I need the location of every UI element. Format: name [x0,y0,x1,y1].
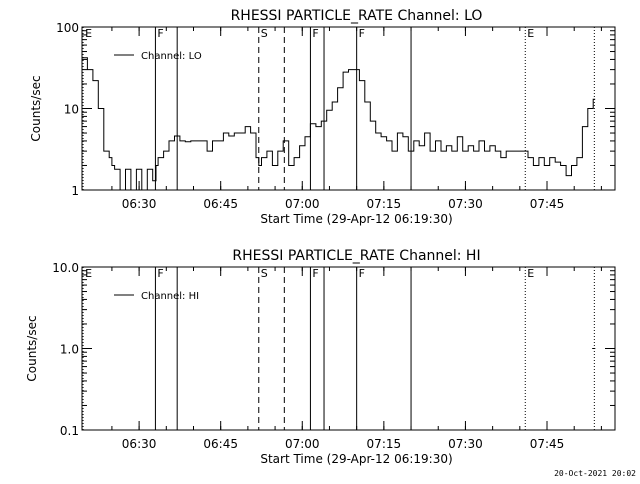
lo-x-tick-label: 07:30 [448,197,483,211]
lo-event-marker-label: S [261,27,268,40]
hi-legend-label: Channel: HI [141,291,199,302]
hi-x-tick-label: 07:30 [448,437,483,451]
lo-y-tick-label: 100 [56,21,79,35]
lo-event-marker-label: E [85,27,92,40]
hi-event-marker-label: S [261,267,268,280]
hi-x-axis-label: Start Time (29-Apr-12 06:19:30) [260,452,452,466]
lo-x-tick-label: 07:15 [367,197,402,211]
hi-x-tick-label: 06:45 [203,437,238,451]
lo-chart-title: RHESSI PARTICLE_RATE Channel: LO [231,8,483,24]
hi-event-marker-label: F [359,267,365,280]
lo-series-line [82,57,596,191]
hi-event-marker-label: E [527,267,534,280]
lo-x-axis-label: Start Time (29-Apr-12 06:19:30) [260,212,452,226]
lo-event-marker-label: F [157,27,163,40]
lo-x-tick-label: 06:45 [203,197,238,211]
hi-event-marker-label: F [157,267,163,280]
lo-y-axis-label: Counts/sec [29,75,43,141]
plot-timestamp: 20-Oct-2021 20:02 [554,469,636,478]
hi-y-axis-label: Counts/sec [25,315,39,381]
lo-x-tick-label: 07:45 [530,197,565,211]
lo-x-tick-label: 06:30 [122,197,157,211]
hi-x-tick-label: 06:30 [122,437,157,451]
hi-y-tick-label: 10.0 [52,261,79,275]
hi-x-tick-label: 07:45 [530,437,565,451]
hi-event-marker-label: E [85,267,92,280]
lo-y-tick-label: 10 [64,103,79,117]
hi-x-tick-label: 07:00 [285,437,320,451]
lo-event-marker-label: F [359,27,365,40]
hi-y-tick-label: 1.0 [60,343,79,357]
hi-x-tick-label: 07:15 [367,437,402,451]
lo-event-marker-label: F [312,27,318,40]
lo-y-tick-label: 1 [71,184,79,198]
lo-legend-label: Channel: LO [141,51,202,62]
lo-event-marker-label: E [527,27,534,40]
hi-chart-title: RHESSI PARTICLE_RATE Channel: HI [232,248,480,264]
lo-x-tick-label: 07:00 [285,197,320,211]
hi-event-marker-label: F [312,267,318,280]
hi-y-tick-label: 0.1 [60,424,79,438]
